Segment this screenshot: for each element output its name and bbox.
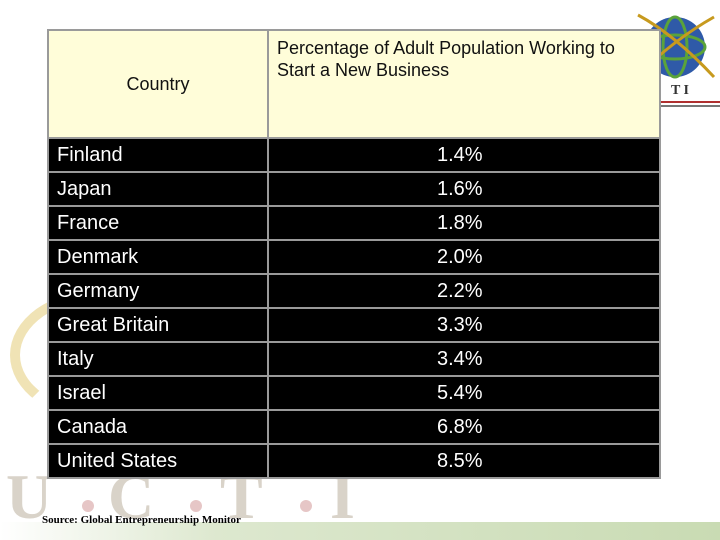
value-cell: 1.8% xyxy=(267,205,661,241)
globe-orbit-icon: T I xyxy=(636,13,720,107)
table-row: Israel 5.4% xyxy=(47,375,661,411)
watermark-dot xyxy=(190,500,202,512)
column-header-country: Country xyxy=(47,29,269,139)
table-row: Denmark 2.0% xyxy=(47,239,661,275)
country-cell: Italy xyxy=(47,341,269,377)
column-header-percentage: Percentage of Adult Population Working t… xyxy=(267,29,661,139)
table-row: United States 8.5% xyxy=(47,443,661,479)
value-cell: 2.2% xyxy=(267,273,661,309)
value-cell: 8.5% xyxy=(267,443,661,479)
table-row: France 1.8% xyxy=(47,205,661,241)
value-cell: 3.4% xyxy=(267,341,661,377)
svg-text:T I: T I xyxy=(671,83,689,98)
table-row: Italy 3.4% xyxy=(47,341,661,377)
country-cell: Finland xyxy=(47,137,269,173)
value-cell: 1.6% xyxy=(267,171,661,207)
country-cell: Denmark xyxy=(47,239,269,275)
watermark-dot xyxy=(82,500,94,512)
country-cell: Great Britain xyxy=(47,307,269,343)
value-cell: 1.4% xyxy=(267,137,661,173)
source-note: Source: Global Entrepreneurship Monitor xyxy=(42,514,241,526)
country-cell: United States xyxy=(47,443,269,479)
country-cell: Israel xyxy=(47,375,269,411)
country-cell: Germany xyxy=(47,273,269,309)
value-cell: 3.3% xyxy=(267,307,661,343)
table-row: Canada 6.8% xyxy=(47,409,661,445)
logo: T I xyxy=(630,5,720,115)
table-row: Great Britain 3.3% xyxy=(47,307,661,343)
country-cell: France xyxy=(47,205,269,241)
country-cell: Japan xyxy=(47,171,269,207)
value-cell: 2.0% xyxy=(267,239,661,275)
table-row: Germany 2.2% xyxy=(47,273,661,309)
country-cell: Canada xyxy=(47,409,269,445)
table-row: Japan 1.6% xyxy=(47,171,661,207)
watermark-letters: U C T I xyxy=(0,461,720,532)
watermark-letter: U xyxy=(6,461,53,532)
data-table: Country Percentage of Adult Population W… xyxy=(47,29,661,479)
value-cell: 6.8% xyxy=(267,409,661,445)
bottom-strip xyxy=(0,522,720,540)
table-row: Finland 1.4% xyxy=(47,137,661,173)
value-cell: 5.4% xyxy=(267,375,661,411)
watermark-dot xyxy=(300,500,312,512)
